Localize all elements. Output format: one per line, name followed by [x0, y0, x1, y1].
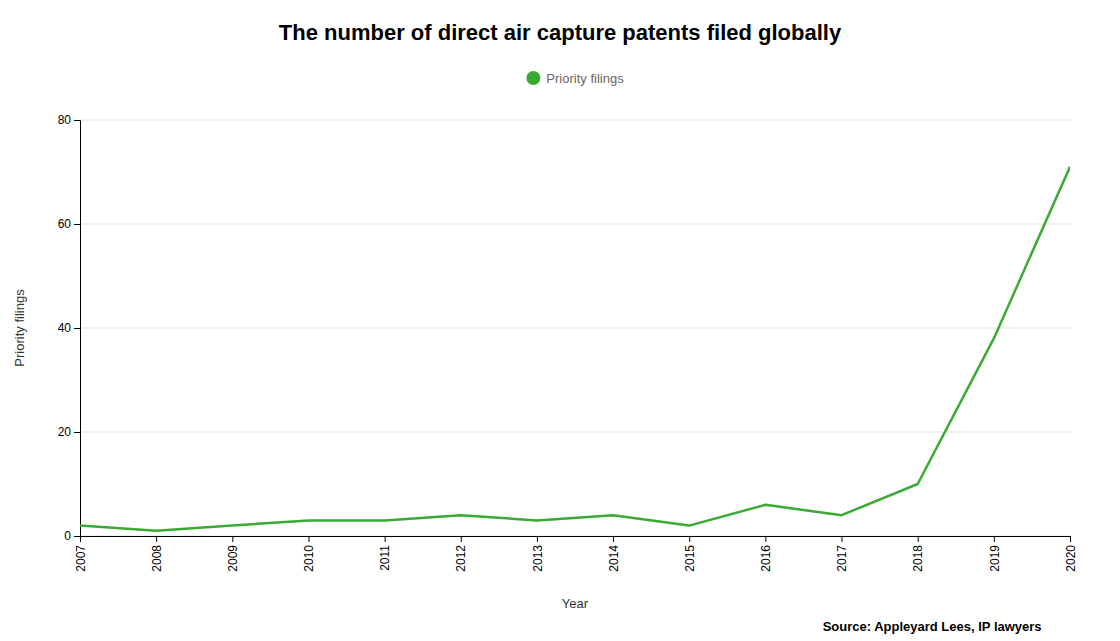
tick: 2008	[150, 536, 164, 572]
x-axis-title: Year	[562, 596, 589, 611]
tick-mark	[232, 536, 233, 542]
tick-mark	[74, 536, 80, 537]
x-axis: 2007 2008 2009 2010 2011 2012 2013 2014 2015 2016…	[74, 536, 1078, 572]
tick: 40	[58, 321, 80, 335]
tick-mark	[308, 536, 309, 542]
legend: Priority filings	[526, 71, 624, 86]
tick-mark	[385, 536, 386, 542]
tick-label: 2013	[531, 545, 545, 572]
annotation: Source: Appleyard Lees, IP lawyers	[823, 619, 1042, 634]
tick: 2007	[74, 536, 88, 572]
tick-label: 2011	[378, 545, 392, 571]
tick-mark	[842, 536, 843, 542]
tick-label: 2016	[759, 545, 773, 572]
tick: 2013	[531, 536, 545, 572]
tick-label: 2009	[226, 545, 240, 572]
tick-label: 2007	[74, 545, 88, 572]
tick-label: 80	[58, 113, 72, 127]
tick-mark	[918, 536, 919, 542]
tick-mark	[461, 536, 462, 542]
chart: 0 20 40 60 80 2007 2008 2009 2010 2011 2012 2013 201…	[0, 0, 1120, 641]
tick-mark	[994, 536, 995, 542]
tick: 2015	[683, 536, 697, 572]
grid-line	[80, 432, 1070, 433]
lines	[80, 167, 1070, 531]
tick-label: 2017	[835, 545, 849, 572]
tick-mark	[765, 536, 766, 542]
tick: 2011	[378, 536, 392, 571]
tick: 2014	[607, 536, 621, 572]
tick-label: 2020	[1064, 545, 1078, 572]
tick-mark	[74, 328, 80, 329]
tick: 80	[58, 113, 80, 127]
legend-item: Priority filings	[526, 71, 624, 86]
grid-line	[80, 224, 1070, 225]
tick: 0	[64, 529, 80, 543]
tick-mark	[74, 224, 80, 225]
grid-line	[80, 328, 1070, 329]
tick-mark	[74, 432, 80, 433]
tick: 2012	[454, 536, 468, 572]
tick-label: 2014	[607, 545, 621, 572]
tick: 2016	[759, 536, 773, 572]
tick-mark	[80, 536, 81, 542]
tick: 2019	[988, 536, 1002, 572]
axis-line	[74, 121, 81, 537]
tick-mark	[156, 536, 157, 542]
tick-mark	[1070, 536, 1071, 542]
plot-area: 0 20 40 60 80 2007 2008 2009 2010 2011 2012 2013 201…	[58, 113, 1078, 571]
tick-label: 0	[64, 529, 71, 543]
y-axis-title: Priority filings	[12, 289, 27, 367]
tick-label: 2018	[911, 545, 925, 572]
grid	[80, 120, 1070, 536]
tick: 2020	[1064, 536, 1078, 572]
line	[80, 167, 1070, 531]
tick-mark	[613, 536, 614, 542]
tick-label: 60	[58, 217, 72, 231]
tick: 20	[58, 425, 80, 439]
tick: 60	[58, 217, 80, 231]
tick-label: 40	[58, 321, 72, 335]
tick: 2009	[226, 536, 240, 572]
grid-line	[80, 120, 1070, 121]
tick-label: 20	[58, 425, 72, 439]
tick: 2017	[835, 536, 849, 572]
tick-mark	[689, 536, 690, 542]
legend-marker	[526, 71, 540, 85]
tick-label: 2019	[988, 545, 1002, 572]
tick-mark	[74, 120, 80, 121]
tick-label: 2015	[683, 545, 697, 572]
title: The number of direct air capture patents…	[279, 20, 842, 45]
legend-label: Priority filings	[546, 71, 624, 86]
tick-mark	[537, 536, 538, 542]
y-axis: 0 20 40 60 80	[58, 113, 81, 543]
axis-line	[81, 537, 1071, 543]
tick-label: 2008	[150, 545, 164, 572]
tick-label: 2010	[302, 545, 316, 572]
tick: 2010	[302, 536, 316, 572]
tick-label: 2012	[454, 545, 468, 572]
tick: 2018	[911, 536, 925, 572]
